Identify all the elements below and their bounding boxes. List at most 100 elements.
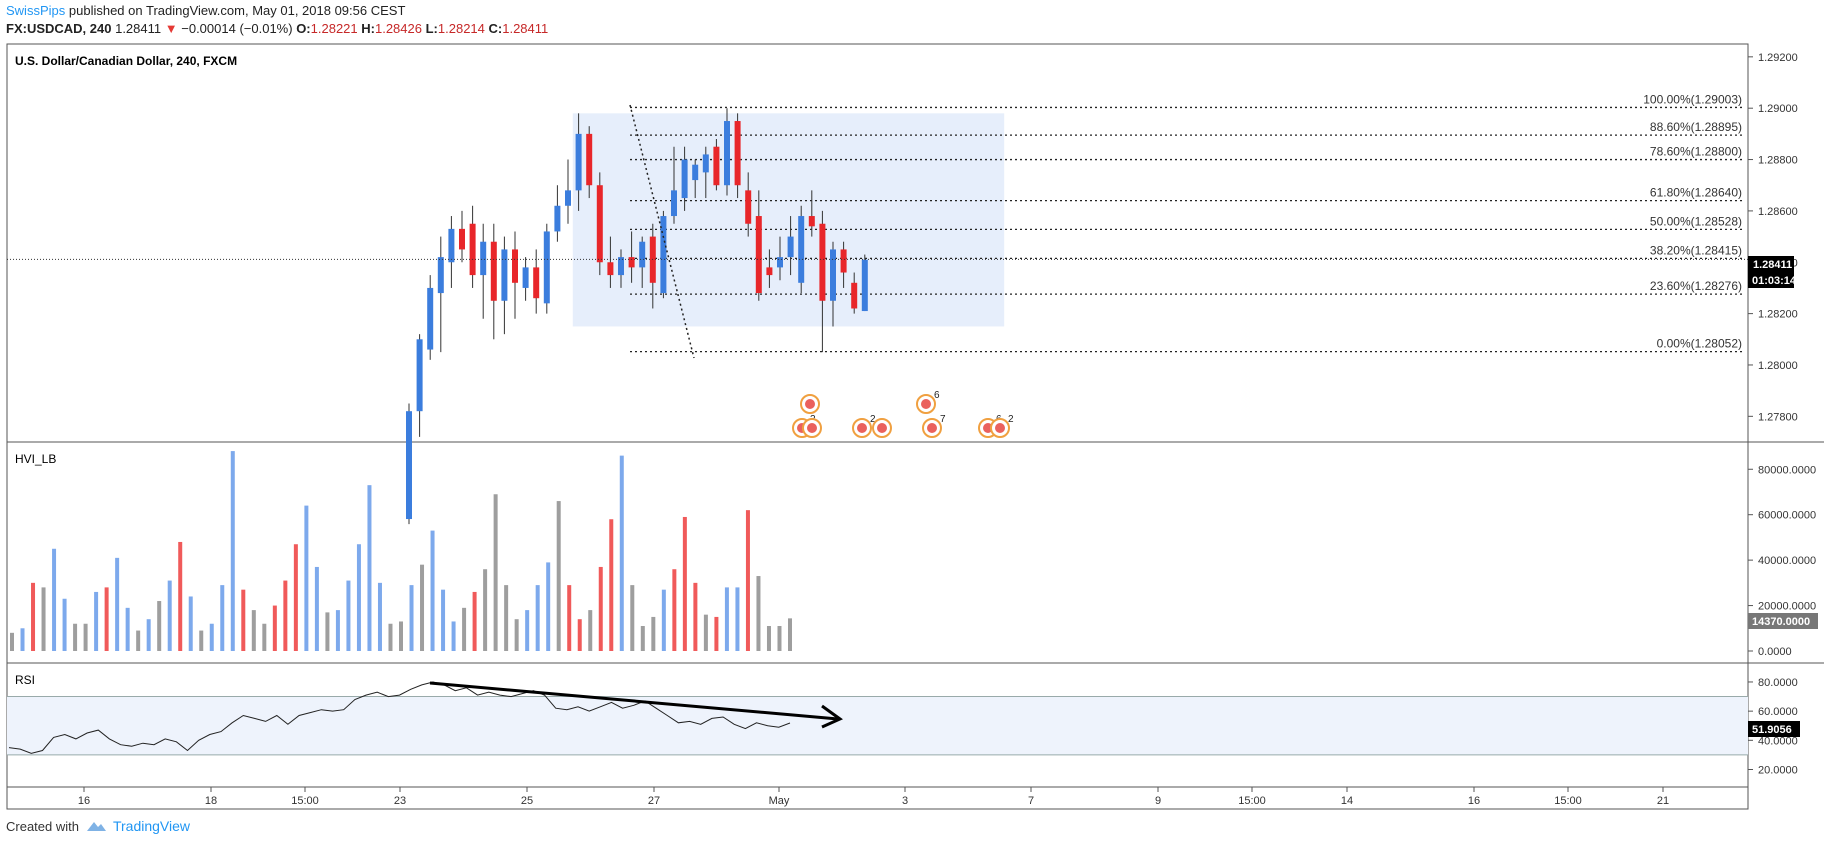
volume-bar bbox=[377, 582, 382, 651]
fib-level-label: 50.00%(1.28528) bbox=[1650, 214, 1742, 228]
candle-body bbox=[777, 257, 783, 268]
volume-bar bbox=[651, 616, 656, 651]
candle-body bbox=[586, 133, 593, 186]
rsi-trend-arrow bbox=[429, 681, 839, 721]
rsi-last-tag-text: 51.9056 bbox=[1752, 724, 1792, 736]
volume-bar bbox=[493, 494, 498, 651]
volume-bar bbox=[777, 626, 782, 651]
time-tick-label: 27 bbox=[648, 795, 660, 807]
volume-bar bbox=[682, 516, 687, 651]
volume-bar bbox=[325, 612, 330, 651]
candle-body bbox=[702, 154, 709, 173]
candle-body bbox=[851, 282, 858, 309]
candle-body bbox=[618, 257, 624, 276]
volume-bar bbox=[10, 632, 14, 651]
volume-bar bbox=[262, 623, 267, 651]
volume-bar bbox=[31, 582, 36, 651]
volume-tick-label: 20000.0000 bbox=[1758, 601, 1816, 613]
fib-level-label: 61.80%(1.28640) bbox=[1650, 186, 1742, 200]
volume-bar bbox=[567, 585, 572, 651]
volume-bar bbox=[41, 587, 46, 651]
countdown-tag bbox=[1748, 272, 1794, 288]
time-tick-label: 16 bbox=[78, 795, 90, 807]
change-value: −0.00014 (−0.01%) bbox=[181, 21, 293, 36]
low-label: L: bbox=[425, 21, 438, 36]
price-tick-label: 1.27800 bbox=[1758, 411, 1798, 423]
volume-bar bbox=[293, 544, 298, 651]
event-count: 2 bbox=[1008, 414, 1014, 425]
countdown-tag-text: 01:03:14 bbox=[1752, 275, 1797, 287]
volume-bar bbox=[714, 616, 719, 651]
event-count: 7 bbox=[940, 414, 946, 425]
highlight-box bbox=[572, 113, 1005, 327]
fib-level-label: 88.60%(1.28895) bbox=[1650, 120, 1742, 134]
candle-body bbox=[660, 216, 667, 294]
volume-bar bbox=[703, 614, 708, 651]
fib-level-label: 23.60%(1.28276) bbox=[1650, 279, 1742, 293]
time-tick-label: 18 bbox=[205, 795, 217, 807]
low-value: 1.28214 bbox=[437, 21, 485, 36]
volume-bar bbox=[125, 607, 130, 651]
flag-icon bbox=[807, 423, 817, 433]
volume-bar bbox=[230, 451, 235, 651]
fib-level-label: 78.60%(1.28800) bbox=[1650, 145, 1742, 159]
rsi-tick-label: 60.0000 bbox=[1758, 706, 1798, 718]
rsi-trend-arrowhead bbox=[821, 704, 843, 729]
volume-bar bbox=[441, 589, 446, 651]
candle-body bbox=[480, 241, 487, 276]
time-tick-label: 21 bbox=[1657, 795, 1669, 807]
volume-bar bbox=[220, 585, 225, 651]
author-link[interactable]: SwissPips bbox=[6, 3, 66, 18]
flag-icon bbox=[995, 423, 1005, 433]
event-count: 6 bbox=[934, 390, 940, 401]
volume-bar bbox=[756, 576, 761, 651]
fib-level-label: 38.20%(1.28415) bbox=[1650, 243, 1742, 257]
tradingview-logo-icon bbox=[86, 822, 106, 831]
candle-body bbox=[554, 205, 561, 232]
volume-bar bbox=[367, 485, 372, 651]
volume-tick-label: 60000.0000 bbox=[1758, 510, 1816, 522]
candle-body bbox=[406, 411, 412, 520]
time-tick-label: 15:00 bbox=[291, 795, 319, 807]
price-pane[interactable]: 1.292001.290001.288001.286001.284001.282… bbox=[7, 52, 1798, 525]
published-text: published on TradingView.com, May 01, 20… bbox=[68, 3, 406, 18]
volume-bar bbox=[73, 623, 78, 651]
created-with-text: Created with bbox=[6, 818, 79, 834]
time-tick-label: 9 bbox=[1155, 795, 1161, 807]
candle-body bbox=[787, 236, 794, 258]
volume-bar bbox=[409, 585, 414, 651]
last-price-tag-text: 1.28411 bbox=[1753, 259, 1792, 271]
candle-body bbox=[437, 257, 444, 294]
flag-icon bbox=[921, 399, 931, 409]
volume-bar bbox=[167, 580, 172, 651]
price-tick-label: 1.29000 bbox=[1758, 103, 1798, 115]
time-axis[interactable]: 16 18 15:00 23 25 27 May 3 7 9 15:00 14 16 15:00 21 bbox=[78, 787, 1669, 807]
volume-tick-label: 80000.0000 bbox=[1758, 464, 1816, 476]
volume-bar bbox=[272, 605, 277, 651]
tradingview-brand[interactable]: TradingView bbox=[112, 818, 191, 834]
volume-pane[interactable]: 80000.0000 60000.0000 40000.0000 20000.0000… bbox=[10, 451, 1818, 658]
fib-trend-line bbox=[629, 104, 695, 359]
volume-bar bbox=[598, 566, 603, 651]
candle-body bbox=[490, 241, 497, 301]
rsi-last-tag bbox=[1748, 721, 1800, 737]
candle-body bbox=[416, 339, 423, 412]
candle-body bbox=[840, 249, 847, 273]
high-label: H: bbox=[361, 21, 375, 36]
fib-level-label: 0.00%(1.28052) bbox=[1657, 337, 1742, 351]
price-pane-title: U.S. Dollar/Canadian Dollar, 240, FXCM bbox=[15, 54, 237, 68]
candle-body bbox=[501, 249, 508, 301]
volume-last-tag-text: 14370.0000 bbox=[1752, 616, 1810, 628]
volume-bar bbox=[209, 623, 214, 651]
volume-bar bbox=[693, 582, 698, 651]
volume-bar bbox=[136, 630, 141, 651]
candle-body bbox=[745, 190, 752, 224]
time-tick-label: 14 bbox=[1341, 795, 1353, 807]
volume-bar bbox=[504, 585, 509, 651]
rsi-pane[interactable]: 80.0000 60.0000 40.0000 20.0000 RSI 51.9056 bbox=[7, 673, 1800, 776]
candle-body bbox=[639, 241, 646, 268]
volume-bar bbox=[430, 530, 435, 651]
volume-bar bbox=[115, 557, 120, 651]
volume-bar bbox=[451, 621, 456, 651]
